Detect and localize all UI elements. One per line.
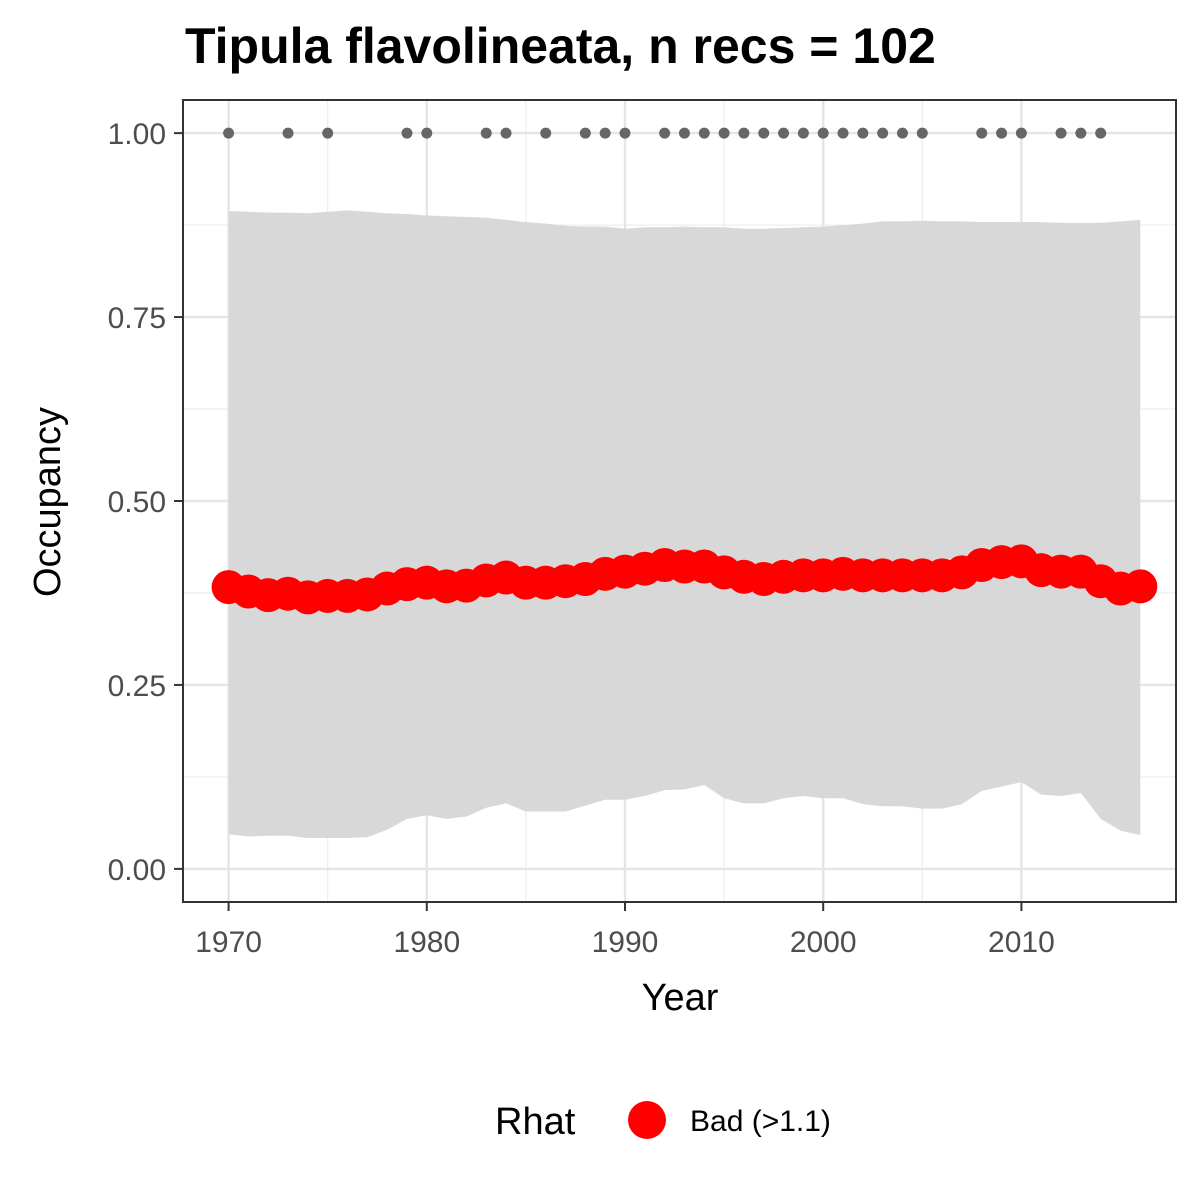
occupancy-estimate-points — [211, 544, 1158, 615]
record-point — [500, 127, 512, 139]
record-point — [778, 127, 790, 139]
y-axis-title: Occupancy — [27, 407, 69, 597]
y-axis: 0.00 0.25 0.50 0.75 1.00 — [108, 118, 183, 887]
legend-title: Rhat — [495, 1101, 576, 1143]
record-point — [797, 127, 809, 139]
record-point — [1015, 127, 1027, 139]
record-points — [223, 127, 1107, 139]
x-tick-label: 2010 — [988, 926, 1055, 959]
y-tick-label: 1.00 — [108, 118, 166, 151]
record-point — [322, 127, 334, 139]
record-point — [223, 127, 235, 139]
x-tick-label: 1990 — [592, 926, 659, 959]
record-point — [996, 127, 1008, 139]
record-point — [282, 127, 294, 139]
record-point — [738, 127, 750, 139]
y-tick-label: 0.75 — [108, 302, 166, 335]
record-point — [1055, 127, 1067, 139]
record-point — [857, 127, 869, 139]
record-point — [599, 127, 611, 139]
record-point — [976, 127, 988, 139]
confidence-ribbon — [228, 210, 1141, 838]
x-axis-title: Year — [642, 977, 719, 1019]
chart-title: Tipula flavolineata, n recs = 102 — [185, 18, 936, 74]
record-point — [659, 127, 671, 139]
record-point — [837, 127, 849, 139]
record-point — [678, 127, 690, 139]
record-point — [480, 127, 492, 139]
x-tick-label: 2000 — [790, 926, 857, 959]
legend-label-bad: Bad (>1.1) — [690, 1105, 831, 1138]
record-point — [401, 127, 413, 139]
legend: Rhat Bad (>1.1) — [495, 1101, 831, 1143]
plot-panel — [182, 99, 1177, 903]
record-point — [916, 127, 928, 139]
record-point — [896, 127, 908, 139]
y-tick-label: 0.50 — [108, 486, 166, 519]
record-point — [1095, 127, 1107, 139]
record-point — [718, 127, 730, 139]
record-point — [758, 127, 770, 139]
legend-key-bad — [628, 1101, 666, 1139]
x-axis: 1970 1980 1990 2000 2010 — [195, 902, 1055, 959]
record-point — [619, 127, 631, 139]
record-point — [421, 127, 433, 139]
x-tick-label: 1970 — [195, 926, 262, 959]
record-point — [1075, 127, 1087, 139]
record-point — [540, 127, 552, 139]
y-tick-label: 0.00 — [108, 854, 166, 887]
record-point — [579, 127, 591, 139]
y-tick-label: 0.25 — [108, 670, 166, 703]
record-point — [698, 127, 710, 139]
record-point — [817, 127, 829, 139]
estimate-point — [1123, 569, 1158, 604]
record-point — [877, 127, 889, 139]
x-tick-label: 1980 — [393, 926, 460, 959]
